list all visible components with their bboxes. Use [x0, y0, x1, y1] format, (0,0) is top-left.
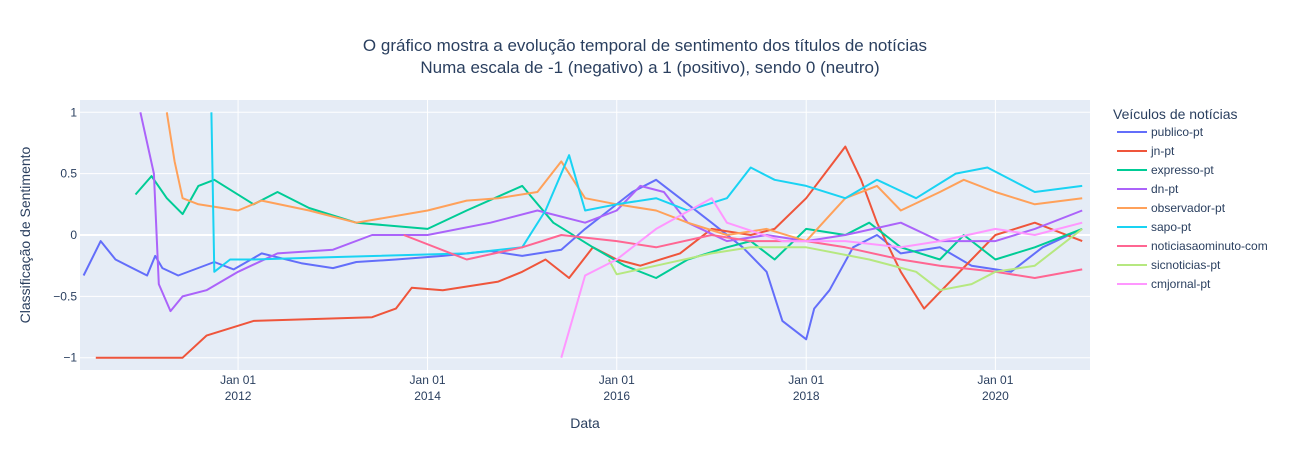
legend-item-cmjornal-pt: cmjornal-pt — [1151, 277, 1211, 291]
series-line-sicnoticias-pt — [607, 228, 1083, 292]
series-line-dn-pt — [139, 112, 1083, 313]
y-tick-label: −0.5 — [53, 289, 77, 303]
y-tick-label: 0 — [70, 228, 77, 242]
series-line-cmjornal-pt — [560, 197, 1083, 358]
x-tick-year-label: 2014 — [414, 389, 441, 403]
y-tick-label: 0.5 — [60, 167, 77, 181]
series-group — [82, 112, 1083, 359]
x-axis-title: Data — [570, 415, 600, 431]
x-tick-year-label: 2012 — [225, 389, 252, 403]
legend-item-observador-pt: observador-pt — [1151, 201, 1226, 215]
legend-item-sapo-pt: sapo-pt — [1151, 220, 1192, 234]
axis-ticks: 1 0.5 0 −0.5 −1 Jan 01 2012 Jan 01 2014 Jan 01 201… — [53, 105, 1013, 403]
legend-item-jn-pt: jn-pt — [1150, 144, 1175, 158]
x-tick-label: Jan 01 — [599, 373, 635, 387]
legend-item-dn-pt: dn-pt — [1151, 182, 1179, 196]
legend-title: Veículos de notícias — [1113, 106, 1238, 122]
series-line-noticiasaominuto-com — [403, 234, 1083, 279]
x-tick-year-label: 2018 — [793, 389, 820, 403]
x-tick-label: Jan 01 — [220, 373, 256, 387]
legend-item-sicnoticias-pt: sicnoticias-pt — [1151, 258, 1221, 272]
y-axis-title: Classificação de Sentimento — [17, 146, 33, 323]
legend: Veículos de notícias publico-pt jn-pt expr… — [1113, 106, 1268, 291]
series-line-jn-pt — [95, 145, 1083, 359]
legend-item-noticiasaominuto-com: noticiasaominuto-com — [1151, 239, 1268, 253]
series-line-publico-pt — [82, 178, 1083, 341]
x-tick-year-label: 2020 — [982, 389, 1009, 403]
chart-subtitle: Numa escala de -1 (negativo) a 1 (positi… — [420, 58, 879, 77]
legend-item-expresso-pt: expresso-pt — [1151, 163, 1214, 177]
chart-title: O gráfico mostra a evolução temporal de … — [363, 36, 927, 55]
series-lines — [82, 112, 1083, 359]
y-tick-label: 1 — [70, 105, 77, 119]
y-tick-label: −1 — [63, 351, 77, 365]
legend-item-publico-pt: publico-pt — [1151, 125, 1204, 139]
x-tick-label: Jan 01 — [788, 373, 824, 387]
series-line-observador-pt — [165, 112, 1083, 243]
x-tick-year-label: 2016 — [603, 389, 630, 403]
x-tick-label: Jan 01 — [410, 373, 446, 387]
x-tick-label: Jan 01 — [977, 373, 1013, 387]
